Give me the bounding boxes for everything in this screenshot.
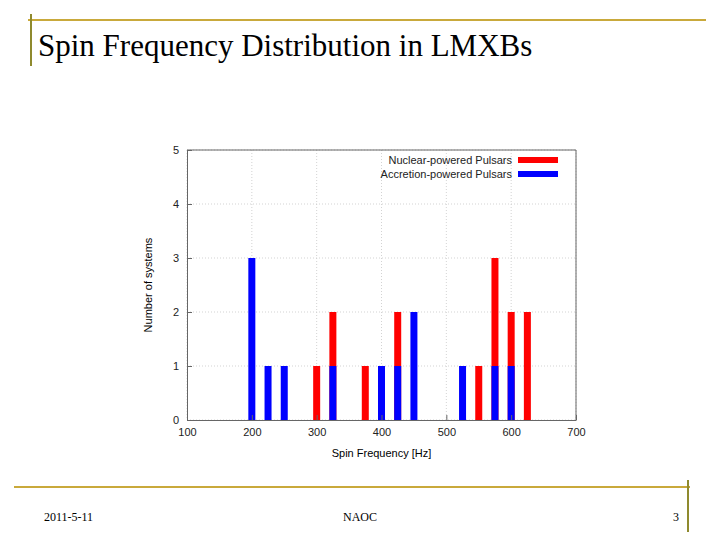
tick: 3 xyxy=(173,252,192,264)
x-axis: 100 200 300 400 500 600 700 xyxy=(178,415,585,438)
x-axis-title: Spin Frequency [Hz] xyxy=(332,447,432,459)
bars xyxy=(248,258,531,420)
tick-label: 3 xyxy=(173,252,179,264)
tick-label: 100 xyxy=(178,426,196,438)
tick-label: 400 xyxy=(373,426,391,438)
bar xyxy=(281,366,288,420)
decor-line xyxy=(30,14,32,66)
tick-mark xyxy=(446,415,447,420)
frame-line xyxy=(187,150,576,151)
y-axis: 0 1 2 3 4 5 xyxy=(173,144,192,426)
bar xyxy=(491,366,498,420)
axis-line xyxy=(188,420,577,421)
bar xyxy=(524,312,531,420)
bar xyxy=(313,366,320,420)
bar xyxy=(248,258,255,420)
slide: Spin Frequency Distribution in LMXBs2011… xyxy=(0,0,720,540)
tick: 300 xyxy=(308,415,326,438)
tick-mark xyxy=(317,415,318,420)
legend-label: Nuclear-powered Pulsars xyxy=(389,154,513,166)
decor-line xyxy=(28,19,706,21)
tick-label: 2 xyxy=(173,306,179,318)
legend-label: Accretion-powered Pulsars xyxy=(381,168,513,180)
bar xyxy=(394,312,401,420)
footer-org: NAOC xyxy=(343,510,377,524)
tick: 400 xyxy=(373,415,391,438)
tick: 1 xyxy=(173,360,192,372)
tick-label: 0 xyxy=(173,414,179,426)
tick-mark xyxy=(187,420,192,421)
tick: 500 xyxy=(438,415,456,438)
bar xyxy=(265,366,272,420)
legend-swatch xyxy=(518,171,558,177)
tick: 2 xyxy=(173,306,192,318)
bar xyxy=(508,312,515,420)
bar xyxy=(329,366,336,420)
footer-date: 2011-5-11 xyxy=(44,510,93,524)
bar xyxy=(410,312,417,420)
bar xyxy=(362,366,369,420)
bar xyxy=(329,312,336,420)
bar xyxy=(378,366,385,420)
tick: 0 xyxy=(173,414,192,426)
tick: 600 xyxy=(502,415,520,438)
bar xyxy=(475,366,482,420)
tick-mark xyxy=(187,312,192,313)
tick-mark xyxy=(252,415,253,420)
title: Spin Frequency Distribution in LMXBs xyxy=(38,28,532,63)
tick-mark xyxy=(382,415,383,420)
grid-line xyxy=(576,150,577,420)
tick-label: 700 xyxy=(567,426,585,438)
tick-mark xyxy=(187,204,192,205)
grid-line xyxy=(187,312,576,313)
tick: 4 xyxy=(173,198,192,210)
bar xyxy=(394,366,401,420)
grid xyxy=(187,150,576,420)
tick-label: 300 xyxy=(308,426,326,438)
tick-label: 5 xyxy=(173,144,179,156)
bar xyxy=(491,258,498,420)
grid-line xyxy=(187,204,576,205)
tick-label: 200 xyxy=(243,426,261,438)
y-axis-title: Number of systems xyxy=(142,237,154,332)
bar xyxy=(459,366,466,420)
decor-line xyxy=(14,486,690,488)
tick-label: 600 xyxy=(502,426,520,438)
tick-mark xyxy=(187,366,192,367)
grid-line xyxy=(446,150,447,420)
bar xyxy=(508,366,515,420)
frame-line xyxy=(576,150,577,420)
grid-line xyxy=(187,258,576,259)
legend: Nuclear-powered Pulsars Accretion-powered… xyxy=(381,154,558,180)
axis-line xyxy=(187,151,188,421)
tick-mark xyxy=(511,415,512,420)
tick: 200 xyxy=(243,415,261,438)
tick-label: 500 xyxy=(438,426,456,438)
tick-label: 4 xyxy=(173,198,179,210)
tick-mark xyxy=(187,258,192,259)
grid-line xyxy=(187,150,576,151)
grid-line xyxy=(187,150,188,420)
footer-page: 3 xyxy=(673,510,679,524)
decor-line xyxy=(687,480,689,532)
tick-label: 1 xyxy=(173,360,179,372)
legend-swatch xyxy=(518,157,558,163)
